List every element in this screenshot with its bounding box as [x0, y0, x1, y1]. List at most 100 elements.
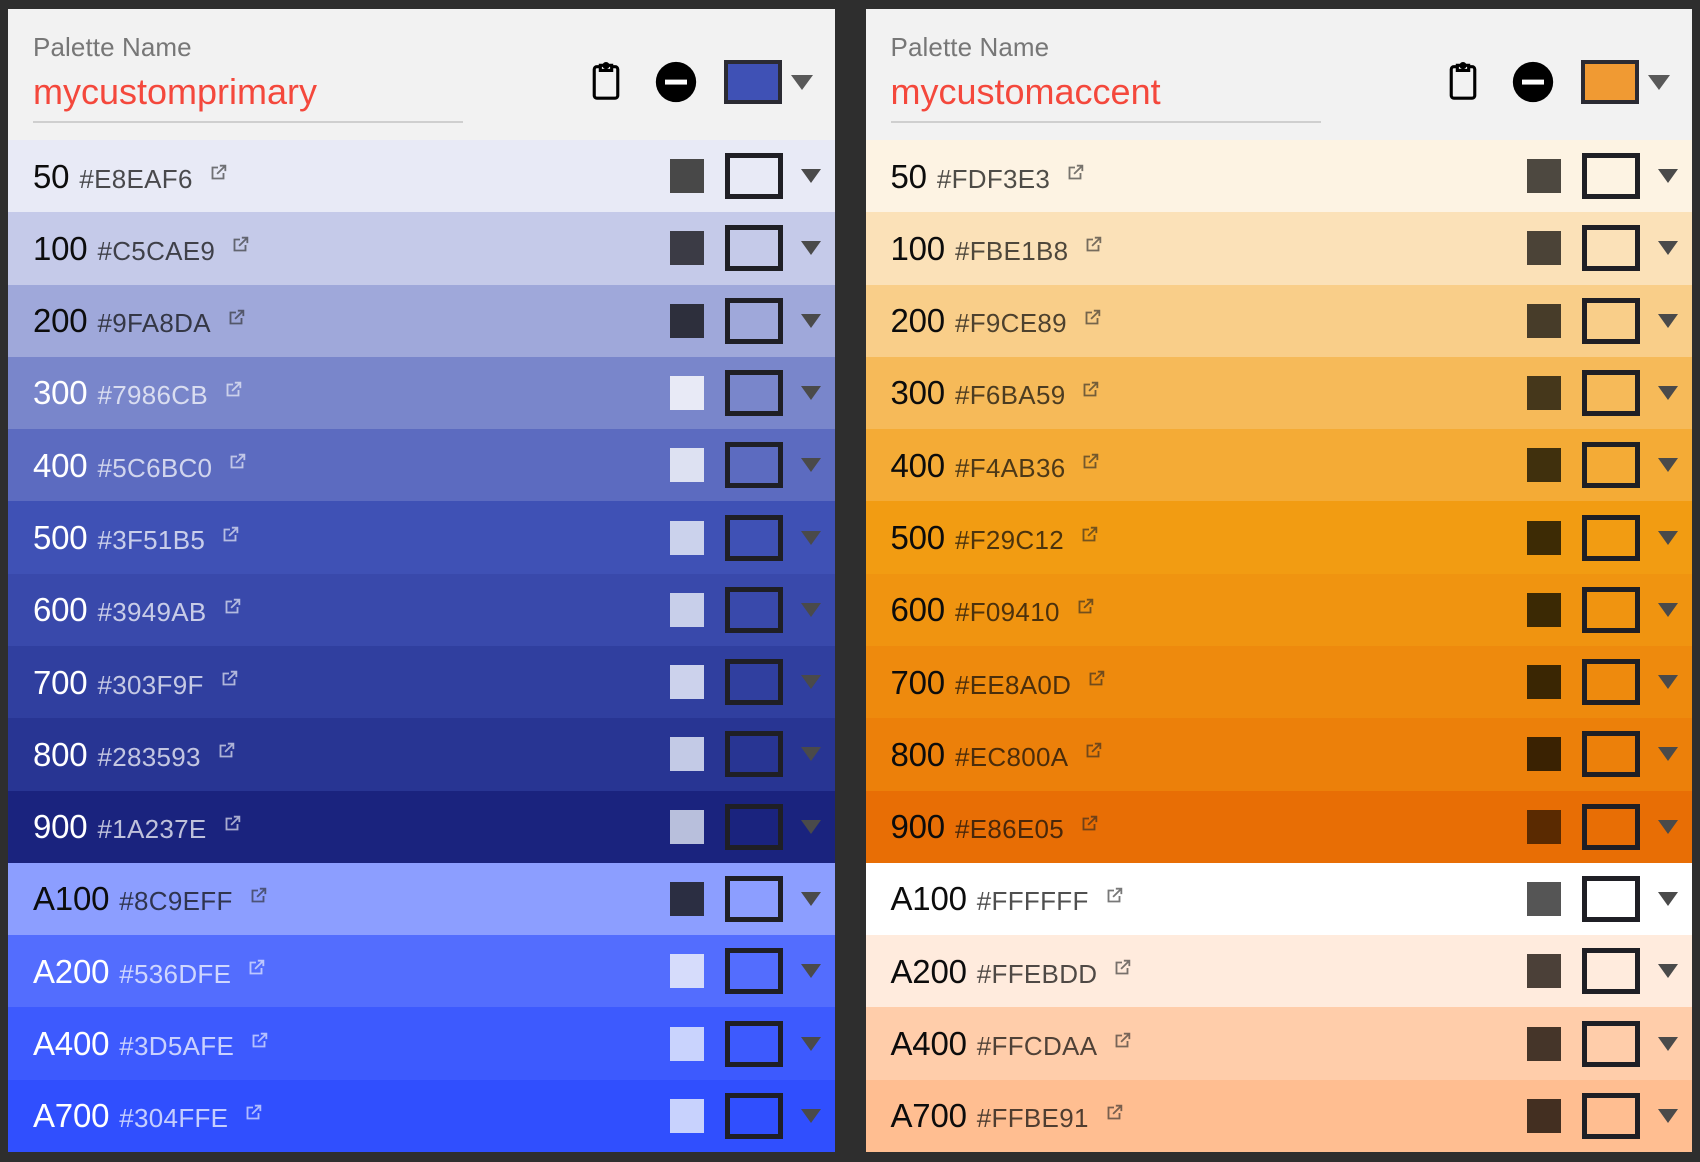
outlined-color-swatch[interactable]: [724, 514, 783, 561]
contrast-color-swatch[interactable]: [664, 443, 709, 488]
caret-down-icon[interactable]: [800, 385, 821, 400]
clipboard-icon[interactable]: [1441, 59, 1485, 105]
contrast-color-swatch[interactable]: [1522, 370, 1566, 415]
outlined-color-swatch[interactable]: [724, 586, 783, 633]
caret-down-icon[interactable]: [1658, 241, 1678, 256]
external-link-icon[interactable]: [1078, 524, 1100, 546]
external-link-icon[interactable]: [248, 1030, 270, 1052]
external-link-icon[interactable]: [242, 1102, 264, 1124]
contrast-color-swatch[interactable]: [664, 804, 709, 849]
caret-down-icon[interactable]: [790, 74, 813, 90]
external-link-icon[interactable]: [226, 451, 248, 473]
color-row[interactable]: 800 #283593: [8, 718, 835, 791]
contrast-color-swatch[interactable]: [1522, 443, 1566, 488]
external-link-icon[interactable]: [207, 162, 229, 184]
outlined-color-swatch[interactable]: [724, 948, 783, 995]
external-link-icon[interactable]: [1079, 379, 1101, 401]
caret-down-icon[interactable]: [1658, 891, 1678, 906]
color-row[interactable]: 600 #3949AB: [8, 573, 835, 646]
outlined-color-swatch[interactable]: [1582, 1092, 1640, 1139]
outlined-color-swatch[interactable]: [1582, 586, 1640, 633]
external-link-icon[interactable]: [219, 524, 241, 546]
color-row[interactable]: 500 #F29C12: [865, 501, 1692, 574]
color-row[interactable]: A200 #FFEBDD: [865, 935, 1692, 1008]
color-row[interactable]: A700 #304FFE: [8, 1079, 835, 1152]
contrast-color-swatch[interactable]: [664, 370, 709, 415]
caret-down-icon[interactable]: [800, 1108, 821, 1123]
caret-down-icon[interactable]: [1658, 313, 1678, 328]
contrast-color-swatch[interactable]: [1522, 876, 1566, 921]
color-row[interactable]: A200 #536DFE: [8, 935, 835, 1008]
external-link-icon[interactable]: [218, 668, 240, 690]
palette-name-input[interactable]: mycustomprimary: [33, 71, 318, 112]
outlined-color-swatch[interactable]: [1582, 731, 1640, 778]
contrast-color-swatch[interactable]: [1522, 298, 1566, 343]
caret-down-icon[interactable]: [800, 1036, 821, 1051]
color-row[interactable]: A400 #FFCDAA: [865, 1007, 1692, 1080]
caret-down-icon[interactable]: [800, 675, 821, 690]
contrast-color-swatch[interactable]: [1522, 1093, 1566, 1138]
contrast-color-swatch[interactable]: [1522, 660, 1566, 705]
contrast-color-swatch[interactable]: [1522, 732, 1566, 777]
outlined-color-swatch[interactable]: [724, 875, 783, 922]
contrast-color-swatch[interactable]: [664, 660, 709, 705]
caret-down-icon[interactable]: [800, 530, 821, 545]
color-row[interactable]: A100 #8C9EFF: [8, 862, 835, 936]
color-row[interactable]: 400 #5C6BC0: [8, 429, 835, 502]
external-link-icon[interactable]: [1082, 234, 1104, 256]
color-row[interactable]: 900 #E86E05: [865, 790, 1692, 863]
external-link-icon[interactable]: [1078, 813, 1100, 835]
outlined-color-swatch[interactable]: [1582, 225, 1640, 272]
outlined-color-swatch[interactable]: [1582, 297, 1640, 344]
outlined-color-swatch[interactable]: [724, 1020, 783, 1067]
outlined-color-swatch[interactable]: [724, 369, 783, 416]
contrast-color-swatch[interactable]: [664, 587, 709, 632]
contrast-color-swatch[interactable]: [664, 515, 709, 560]
caret-down-icon[interactable]: [1658, 602, 1678, 617]
color-row[interactable]: 100 #C5CAE9: [8, 212, 835, 285]
minus-circle-icon[interactable]: [1511, 59, 1555, 105]
caret-down-icon[interactable]: [1658, 385, 1678, 400]
color-row[interactable]: 200 #9FA8DA: [8, 284, 835, 357]
caret-down-icon[interactable]: [800, 819, 821, 834]
caret-down-icon[interactable]: [1658, 747, 1678, 762]
caret-down-icon[interactable]: [1648, 74, 1670, 90]
color-row[interactable]: 900 #1A237E: [8, 790, 835, 863]
external-link-icon[interactable]: [222, 379, 244, 401]
contrast-color-swatch[interactable]: [664, 876, 709, 921]
external-link-icon[interactable]: [215, 740, 237, 762]
contrast-color-swatch[interactable]: [664, 1093, 709, 1138]
outlined-color-swatch[interactable]: [1582, 514, 1640, 561]
external-link-icon[interactable]: [1074, 596, 1096, 618]
outlined-color-swatch[interactable]: [724, 803, 783, 850]
color-row[interactable]: 50 #FDF3E3: [865, 140, 1692, 213]
contrast-color-swatch[interactable]: [664, 1021, 709, 1066]
contrast-color-swatch[interactable]: [1522, 154, 1566, 199]
external-link-icon[interactable]: [1111, 1030, 1133, 1052]
contrast-color-swatch[interactable]: [1522, 226, 1566, 271]
caret-down-icon[interactable]: [800, 313, 821, 328]
color-row[interactable]: 500 #3F51B5: [8, 501, 835, 574]
color-row[interactable]: 800 #EC800A: [865, 718, 1692, 791]
clipboard-icon[interactable]: [584, 59, 628, 105]
color-row[interactable]: 600 #F09410: [865, 573, 1692, 646]
external-link-icon[interactable]: [1085, 668, 1107, 690]
contrast-color-swatch[interactable]: [664, 949, 709, 994]
caret-down-icon[interactable]: [800, 891, 821, 906]
external-link-icon[interactable]: [1103, 1102, 1125, 1124]
caret-down-icon[interactable]: [1658, 1036, 1678, 1051]
color-row[interactable]: 300 #7986CB: [8, 356, 835, 430]
caret-down-icon[interactable]: [800, 169, 821, 184]
caret-down-icon[interactable]: [800, 458, 821, 473]
outlined-color-swatch[interactable]: [1582, 369, 1640, 416]
outlined-color-swatch[interactable]: [724, 297, 783, 344]
external-link-icon[interactable]: [229, 234, 251, 256]
caret-down-icon[interactable]: [1658, 169, 1678, 184]
contrast-color-swatch[interactable]: [1522, 1021, 1566, 1066]
minus-circle-icon[interactable]: [654, 59, 698, 105]
contrast-color-swatch[interactable]: [1522, 804, 1566, 849]
outlined-color-swatch[interactable]: [724, 442, 783, 489]
caret-down-icon[interactable]: [800, 602, 821, 617]
palette-name-field-primary[interactable]: Palette Name mycustomprimary: [33, 29, 584, 123]
outlined-color-swatch[interactable]: [1582, 948, 1640, 995]
